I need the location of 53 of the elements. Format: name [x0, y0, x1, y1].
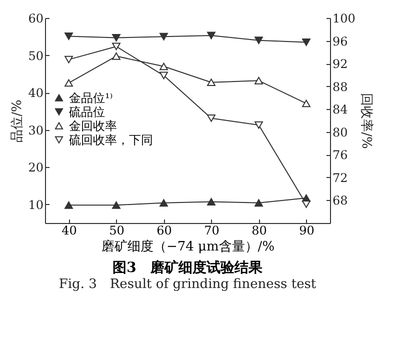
y-tick-label: 20 — [28, 160, 44, 175]
y2-tick-label: 100 — [332, 12, 356, 26]
legend-label: 硫品位 — [69, 104, 105, 119]
point — [64, 32, 73, 40]
point — [207, 198, 216, 206]
point — [112, 201, 120, 209]
point — [112, 42, 120, 50]
y-tick-label: 60 — [28, 12, 44, 26]
y-tick-label: 50 — [28, 48, 44, 63]
x-axis-title: 磨矿细度（−74 μm含量）/% — [101, 238, 275, 254]
y-tick-label: 40 — [28, 86, 44, 100]
y2-tick-label: 96 — [332, 34, 348, 48]
point — [254, 76, 263, 84]
point — [112, 34, 120, 42]
x-tick-label: 50 — [109, 224, 124, 238]
point — [254, 121, 263, 129]
y2-tick-label: 68 — [332, 194, 348, 208]
point — [64, 201, 73, 209]
point — [64, 56, 73, 64]
legend-label: 金品位¹⁾ — [69, 90, 113, 105]
point — [254, 199, 263, 207]
y-tick-label: 10 — [28, 198, 44, 212]
text: 图3 磨矿细度试验结果 — [112, 259, 264, 276]
point — [302, 200, 310, 208]
point — [112, 52, 120, 60]
y2-tick-label: 76 — [332, 148, 348, 162]
y-tick-label: 30 — [28, 123, 44, 138]
legend-label: 硫回收率，下同 — [69, 132, 153, 147]
point — [207, 78, 216, 86]
point — [160, 32, 168, 40]
point — [160, 62, 168, 70]
y2-tick-label: 72 — [332, 170, 348, 185]
point — [64, 79, 73, 87]
y2-tick-label: 88 — [332, 80, 348, 94]
point — [302, 100, 310, 108]
point — [160, 199, 168, 207]
x-tick-label: 40 — [62, 224, 77, 238]
point — [254, 36, 263, 44]
y2-tick-label: 80 — [332, 125, 348, 140]
legend-label: 金回收率 — [69, 118, 117, 133]
point — [207, 32, 216, 40]
point — [160, 72, 168, 80]
point — [207, 114, 216, 122]
x-tick-label: 80 — [252, 224, 267, 238]
text: Fig. 3 Result of grinding fineness test — [58, 277, 317, 292]
y2-tick-label: 84 — [332, 102, 348, 117]
y2-axis-title: 回收率/% — [358, 93, 374, 149]
point — [302, 38, 310, 46]
y-axis-title: 品位/% — [10, 100, 26, 142]
x-tick-label: 60 — [156, 224, 172, 238]
y2-tick-label: 92 — [332, 57, 348, 72]
x-tick-label: 70 — [204, 224, 220, 238]
x-tick-label: 90 — [299, 224, 314, 238]
